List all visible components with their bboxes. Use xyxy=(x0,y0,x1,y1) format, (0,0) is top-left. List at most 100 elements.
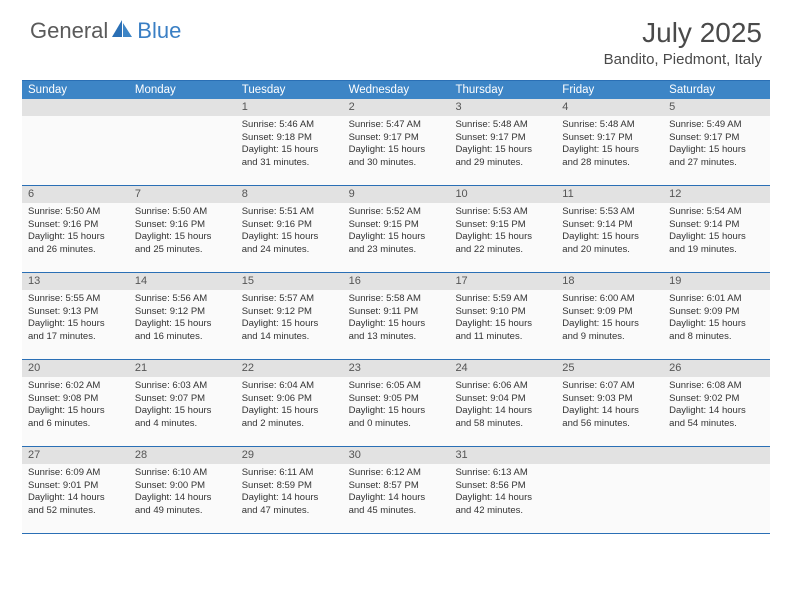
day-cell: 27Sunrise: 6:09 AMSunset: 9:01 PMDayligh… xyxy=(22,447,129,533)
day-content: Sunrise: 6:08 AMSunset: 9:02 PMDaylight:… xyxy=(663,377,770,446)
day-number: 25 xyxy=(556,360,663,377)
sunset-text: Sunset: 9:14 PM xyxy=(562,219,657,232)
day-number: 21 xyxy=(129,360,236,377)
day-content: Sunrise: 6:05 AMSunset: 9:05 PMDaylight:… xyxy=(343,377,450,446)
day-number xyxy=(556,447,663,464)
day-cell: 22Sunrise: 6:04 AMSunset: 9:06 PMDayligh… xyxy=(236,360,343,446)
logo-text-blue: Blue xyxy=(137,18,181,44)
day-content: Sunrise: 6:00 AMSunset: 9:09 PMDaylight:… xyxy=(556,290,663,359)
day-number: 19 xyxy=(663,273,770,290)
sunrise-text: Sunrise: 5:49 AM xyxy=(669,119,764,132)
daylight-text: Daylight: 15 hours and 29 minutes. xyxy=(455,144,550,170)
day-cell: 6Sunrise: 5:50 AMSunset: 9:16 PMDaylight… xyxy=(22,186,129,272)
day-number: 2 xyxy=(343,99,450,116)
day-content: Sunrise: 6:10 AMSunset: 9:00 PMDaylight:… xyxy=(129,464,236,533)
day-number: 16 xyxy=(343,273,450,290)
sunrise-text: Sunrise: 6:07 AM xyxy=(562,380,657,393)
day-cell: 16Sunrise: 5:58 AMSunset: 9:11 PMDayligh… xyxy=(343,273,450,359)
day-cell: 1Sunrise: 5:46 AMSunset: 9:18 PMDaylight… xyxy=(236,99,343,185)
day-number: 20 xyxy=(22,360,129,377)
sunset-text: Sunset: 9:04 PM xyxy=(455,393,550,406)
sunrise-text: Sunrise: 6:03 AM xyxy=(135,380,230,393)
sunrise-text: Sunrise: 6:09 AM xyxy=(28,467,123,480)
sunset-text: Sunset: 9:05 PM xyxy=(349,393,444,406)
daylight-text: Daylight: 15 hours and 11 minutes. xyxy=(455,318,550,344)
day-header-saturday: Saturday xyxy=(663,81,770,99)
week-row: 20Sunrise: 6:02 AMSunset: 9:08 PMDayligh… xyxy=(22,360,770,447)
day-content: Sunrise: 6:09 AMSunset: 9:01 PMDaylight:… xyxy=(22,464,129,533)
day-number: 4 xyxy=(556,99,663,116)
day-number: 30 xyxy=(343,447,450,464)
week-row: 13Sunrise: 5:55 AMSunset: 9:13 PMDayligh… xyxy=(22,273,770,360)
day-content: Sunrise: 5:51 AMSunset: 9:16 PMDaylight:… xyxy=(236,203,343,272)
sunset-text: Sunset: 9:09 PM xyxy=(562,306,657,319)
month-title: July 2025 xyxy=(604,18,762,49)
sunset-text: Sunset: 8:56 PM xyxy=(455,480,550,493)
sunrise-text: Sunrise: 6:00 AM xyxy=(562,293,657,306)
day-number: 9 xyxy=(343,186,450,203)
weeks-container: 1Sunrise: 5:46 AMSunset: 9:18 PMDaylight… xyxy=(22,99,770,534)
sunset-text: Sunset: 9:07 PM xyxy=(135,393,230,406)
day-header-wednesday: Wednesday xyxy=(343,81,450,99)
day-number: 10 xyxy=(449,186,556,203)
day-content: Sunrise: 5:56 AMSunset: 9:12 PMDaylight:… xyxy=(129,290,236,359)
daylight-text: Daylight: 15 hours and 28 minutes. xyxy=(562,144,657,170)
day-content: Sunrise: 5:53 AMSunset: 9:14 PMDaylight:… xyxy=(556,203,663,272)
sunset-text: Sunset: 8:57 PM xyxy=(349,480,444,493)
sunset-text: Sunset: 9:00 PM xyxy=(135,480,230,493)
sunrise-text: Sunrise: 5:48 AM xyxy=(562,119,657,132)
day-number: 6 xyxy=(22,186,129,203)
day-content: Sunrise: 5:50 AMSunset: 9:16 PMDaylight:… xyxy=(22,203,129,272)
day-cell xyxy=(663,447,770,533)
day-content xyxy=(129,116,236,185)
day-number: 12 xyxy=(663,186,770,203)
sunset-text: Sunset: 9:08 PM xyxy=(28,393,123,406)
day-number: 11 xyxy=(556,186,663,203)
logo: General Blue xyxy=(30,18,181,44)
daylight-text: Daylight: 14 hours and 54 minutes. xyxy=(669,405,764,431)
day-number: 5 xyxy=(663,99,770,116)
day-number: 26 xyxy=(663,360,770,377)
day-content: Sunrise: 5:58 AMSunset: 9:11 PMDaylight:… xyxy=(343,290,450,359)
daylight-text: Daylight: 15 hours and 17 minutes. xyxy=(28,318,123,344)
sunrise-text: Sunrise: 5:51 AM xyxy=(242,206,337,219)
day-cell: 10Sunrise: 5:53 AMSunset: 9:15 PMDayligh… xyxy=(449,186,556,272)
day-content: Sunrise: 5:59 AMSunset: 9:10 PMDaylight:… xyxy=(449,290,556,359)
day-cell: 11Sunrise: 5:53 AMSunset: 9:14 PMDayligh… xyxy=(556,186,663,272)
day-header-sunday: Sunday xyxy=(22,81,129,99)
day-content: Sunrise: 5:54 AMSunset: 9:14 PMDaylight:… xyxy=(663,203,770,272)
day-number: 13 xyxy=(22,273,129,290)
day-content: Sunrise: 5:52 AMSunset: 9:15 PMDaylight:… xyxy=(343,203,450,272)
day-cell: 17Sunrise: 5:59 AMSunset: 9:10 PMDayligh… xyxy=(449,273,556,359)
daylight-text: Daylight: 15 hours and 0 minutes. xyxy=(349,405,444,431)
sunset-text: Sunset: 9:17 PM xyxy=(562,132,657,145)
day-content: Sunrise: 6:04 AMSunset: 9:06 PMDaylight:… xyxy=(236,377,343,446)
day-cell: 12Sunrise: 5:54 AMSunset: 9:14 PMDayligh… xyxy=(663,186,770,272)
daylight-text: Daylight: 14 hours and 47 minutes. xyxy=(242,492,337,518)
sunrise-text: Sunrise: 5:56 AM xyxy=(135,293,230,306)
day-cell: 3Sunrise: 5:48 AMSunset: 9:17 PMDaylight… xyxy=(449,99,556,185)
sunrise-text: Sunrise: 5:57 AM xyxy=(242,293,337,306)
day-header-thursday: Thursday xyxy=(449,81,556,99)
day-header-friday: Friday xyxy=(556,81,663,99)
sunset-text: Sunset: 9:12 PM xyxy=(242,306,337,319)
daylight-text: Daylight: 15 hours and 4 minutes. xyxy=(135,405,230,431)
daylight-text: Daylight: 15 hours and 26 minutes. xyxy=(28,231,123,257)
sunrise-text: Sunrise: 6:10 AM xyxy=(135,467,230,480)
sunset-text: Sunset: 9:17 PM xyxy=(669,132,764,145)
day-cell: 15Sunrise: 5:57 AMSunset: 9:12 PMDayligh… xyxy=(236,273,343,359)
week-row: 1Sunrise: 5:46 AMSunset: 9:18 PMDaylight… xyxy=(22,99,770,186)
sunset-text: Sunset: 9:02 PM xyxy=(669,393,764,406)
day-number: 1 xyxy=(236,99,343,116)
daylight-text: Daylight: 15 hours and 13 minutes. xyxy=(349,318,444,344)
daylight-text: Daylight: 14 hours and 52 minutes. xyxy=(28,492,123,518)
sunset-text: Sunset: 9:12 PM xyxy=(135,306,230,319)
sunrise-text: Sunrise: 6:01 AM xyxy=(669,293,764,306)
day-cell: 24Sunrise: 6:06 AMSunset: 9:04 PMDayligh… xyxy=(449,360,556,446)
sunrise-text: Sunrise: 6:06 AM xyxy=(455,380,550,393)
daylight-text: Daylight: 14 hours and 56 minutes. xyxy=(562,405,657,431)
sunrise-text: Sunrise: 5:59 AM xyxy=(455,293,550,306)
daylight-text: Daylight: 15 hours and 24 minutes. xyxy=(242,231,337,257)
day-cell: 14Sunrise: 5:56 AMSunset: 9:12 PMDayligh… xyxy=(129,273,236,359)
day-number xyxy=(663,447,770,464)
